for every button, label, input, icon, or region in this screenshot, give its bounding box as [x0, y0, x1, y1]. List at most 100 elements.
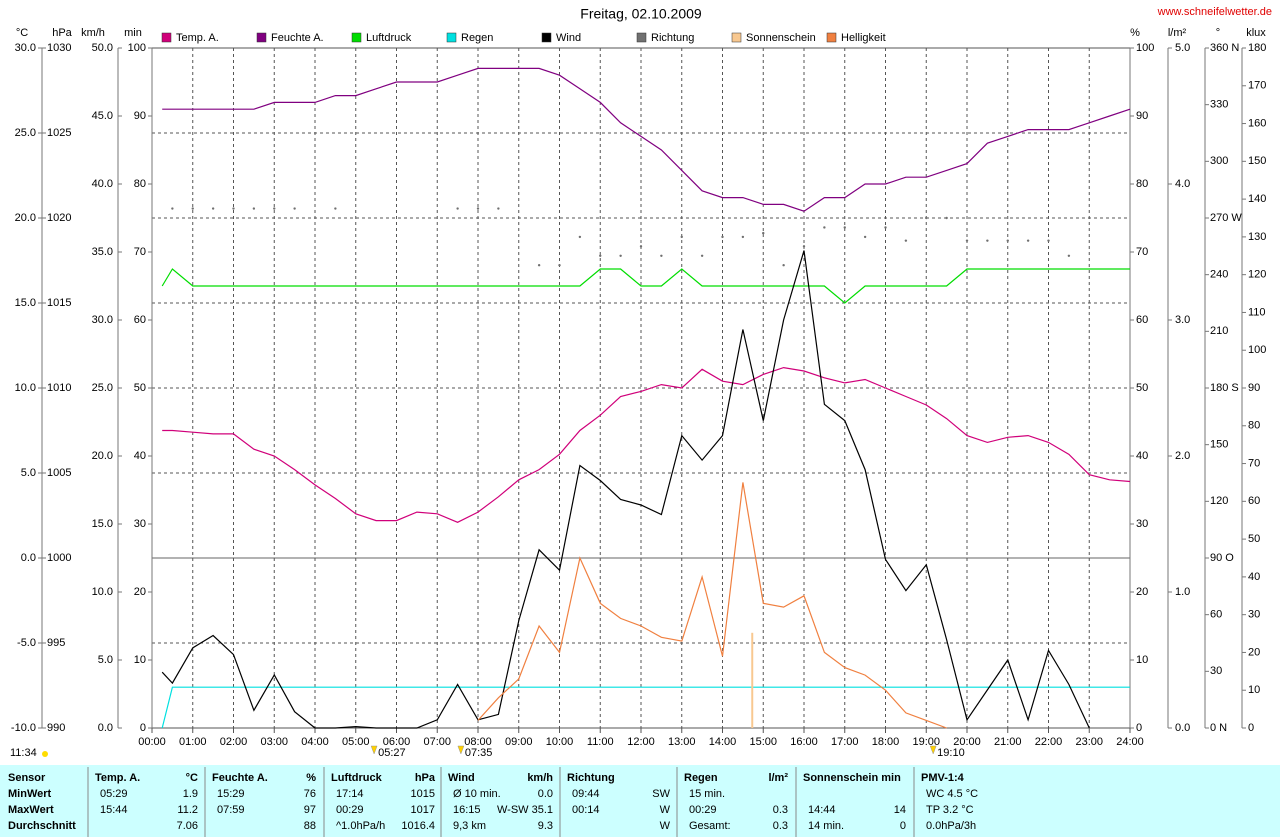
x-tick-label: 23:00 [1075, 736, 1103, 748]
sun-icon [42, 751, 48, 757]
y-tick-label: 240 [1210, 269, 1228, 281]
x-tick-label: 08:00 [464, 736, 492, 748]
y-tick-label: 110 [1248, 306, 1266, 318]
y-tick-label: 90 [1248, 382, 1260, 394]
table-unit: hPa [415, 772, 436, 784]
table-value: SW [652, 788, 670, 800]
legend-label: Luftdruck [366, 32, 412, 44]
y-tick-label: 0 [1136, 722, 1142, 734]
direction-dot [599, 254, 602, 257]
direction-dot [191, 207, 194, 210]
table-header: Sonnenschein min [803, 772, 901, 784]
table-value: 97 [304, 804, 316, 816]
table-cell: 00:29 [336, 804, 364, 816]
series-line [161, 268, 1130, 304]
table-value: 1015 [411, 788, 435, 800]
table-cell: 15:44 [100, 804, 128, 816]
table-header: Feuchte A. [212, 772, 268, 784]
direction-dot [741, 235, 745, 239]
legend-label: Temp. A. [176, 32, 219, 44]
table-cell: Gesamt: [689, 820, 731, 832]
table-unit: km/h [527, 772, 553, 784]
y-tick-label: 30.0 [15, 42, 36, 54]
y-tick-label: -10.0 [11, 722, 36, 734]
direction-dot [965, 239, 969, 242]
series-line [162, 366, 1131, 523]
table-header: Sensor [8, 772, 46, 784]
table-cell: 15 min. [689, 788, 725, 800]
y-tick-label: 1025 [47, 127, 71, 139]
y-tick-label: 5.0 [1175, 42, 1190, 54]
table-value: 1017 [411, 804, 435, 816]
direction-dot [782, 264, 785, 267]
x-tick-label: 24:00 [1116, 736, 1144, 748]
y-tick-label: 270 W [1210, 212, 1242, 224]
y-tick-label: 50 [1248, 533, 1260, 545]
y-tick-label: 20 [1248, 646, 1260, 658]
direction-dot [904, 239, 908, 242]
x-tick-label: 12:00 [627, 736, 655, 748]
table-value: 0 [900, 820, 906, 832]
table-cell: 09:44 [572, 788, 600, 800]
table-cell: TP 3.2 °C [926, 804, 974, 816]
direction-dot [211, 207, 215, 210]
table-value: W [660, 804, 671, 816]
table-unit: l/m² [768, 772, 788, 784]
y-tick-label: 10.0 [15, 382, 36, 394]
y-tick-label: 4.0 [1175, 178, 1190, 190]
table-value: 76 [304, 788, 316, 800]
y-tick-label: 30 [1248, 609, 1260, 621]
y-tick-label: 80 [134, 178, 146, 190]
y-tick-label: 50 [134, 382, 146, 394]
legend-swatch [826, 32, 837, 43]
y-tick-label: 0.0 [98, 722, 113, 734]
y-tick-label: 40.0 [92, 178, 113, 190]
table-unit: °C [186, 772, 198, 784]
table-header: Richtung [567, 772, 615, 784]
direction-dot [578, 235, 582, 239]
direction-dot [986, 239, 989, 242]
y-tick-label: 20.0 [15, 212, 36, 224]
y-tick-label: 30 [1136, 518, 1148, 530]
table-cell: 05:29 [100, 788, 128, 800]
y-tick-label: 20 [1136, 586, 1148, 598]
direction-dot [945, 216, 948, 220]
y-tick-label: 60 [1248, 495, 1260, 507]
legend-swatch [256, 32, 267, 43]
table-value: 14 [894, 804, 906, 816]
direction-dot [1006, 239, 1009, 242]
x-tick-label: 07:00 [423, 736, 451, 748]
y-tick-label: 30 [1210, 665, 1222, 677]
y-tick-label: 150 [1210, 439, 1228, 451]
y-tick-label: 15.0 [15, 297, 36, 309]
y-tick-label: 40 [134, 450, 146, 462]
table-background [0, 765, 1280, 837]
x-tick-label: 05:00 [342, 736, 370, 748]
x-tick-label: 04:00 [301, 736, 329, 748]
y-tick-label: 300 [1210, 155, 1228, 167]
sun-marker [457, 745, 465, 755]
table-value: 1.9 [183, 788, 198, 800]
sun-marker [929, 745, 937, 755]
table-header: Temp. A. [95, 772, 140, 784]
table-value: 11.2 [177, 804, 198, 816]
table-cell: 00:29 [689, 804, 717, 816]
y-tick-label: 130 [1248, 231, 1266, 243]
y-tick-label: 50 [1136, 382, 1148, 394]
y-tick-label: 100 [128, 42, 146, 54]
y-tick-label: 90 O [1210, 552, 1234, 564]
series-line [162, 67, 1131, 212]
y-tick-label: 0.0 [21, 552, 36, 564]
y-tick-label: 10 [1136, 654, 1148, 666]
y-tick-label: 45.0 [92, 110, 113, 122]
series-line [161, 686, 1130, 729]
legend-swatch [446, 32, 457, 43]
y-tick-label: 35.0 [92, 246, 113, 258]
x-tick-label: 00:00 [138, 736, 166, 748]
y-tick-label: 90 [134, 110, 146, 122]
direction-dot [252, 207, 256, 210]
table-cell: 00:14 [572, 804, 600, 816]
direction-dot [537, 264, 541, 267]
y-tick-label: 10.0 [92, 586, 113, 598]
